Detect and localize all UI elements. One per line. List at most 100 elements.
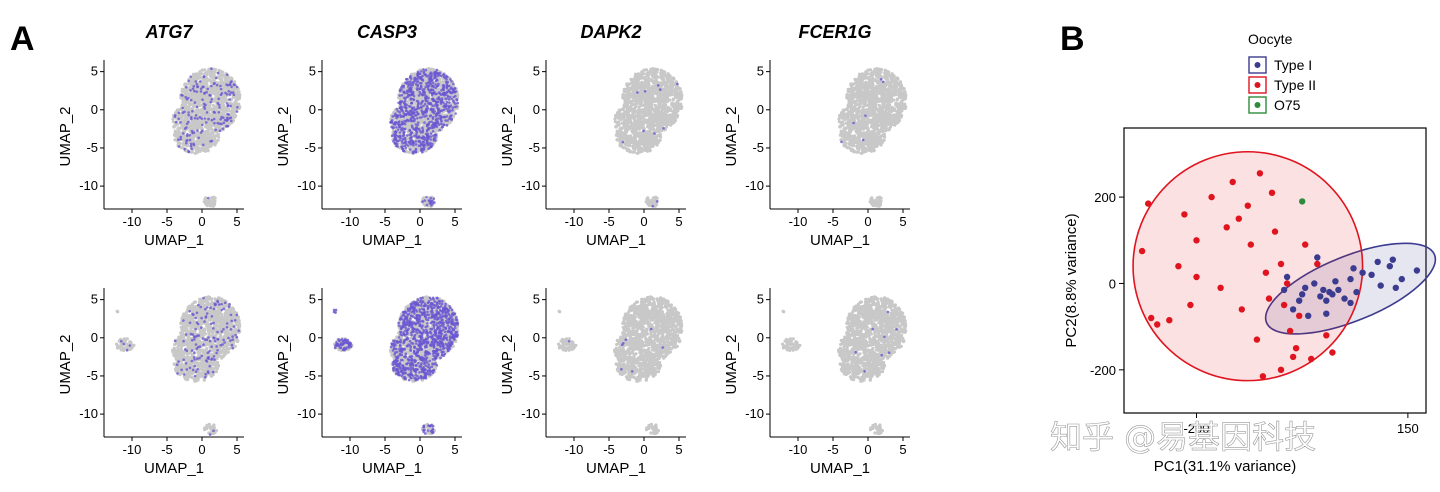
series-type-ii [1138,170,1336,380]
data-point [1193,273,1200,281]
data-point [1335,286,1342,294]
y-tick-label: -5 [752,368,764,383]
gene-title-atg7: ATG7 [145,22,194,42]
x-tick-label: -10 [565,442,584,457]
data-point [1286,327,1294,335]
y-tick-label: -10 [521,406,540,421]
x-tick-label: -10 [123,214,142,229]
umap-cells [613,67,684,208]
data-point [1217,284,1224,291]
data-point [1392,284,1400,291]
expressing-cells [854,310,898,373]
y-tick-label: 0 [91,330,98,345]
x-tick-label: 5 [233,442,240,457]
x-tick-label: 0 [416,442,423,457]
legend-entry: Type II [1274,77,1316,93]
legend-title: Oocyte [1248,31,1293,47]
x-axis-title: UMAP_1 [144,460,204,477]
umap-cells [781,295,908,436]
x-tick-label: -10 [565,214,584,229]
x-axis-title: UMAP_1 [586,232,646,249]
data-point [1299,291,1306,298]
y-tick-label: 0 [757,330,764,345]
y-axis-title: UMAP_2 [275,334,292,394]
pca-y-axis-title: PC2(8.8% variance) [1063,213,1080,347]
y-tick-label: 0 [91,102,98,117]
data-point [1280,301,1288,309]
x-tick-label: 5 [451,442,458,457]
data-point [1283,280,1291,287]
x-axis-title: UMAP_1 [362,460,422,477]
data-point [1289,306,1297,313]
x-tick-label: 0 [640,214,647,229]
series-type-i [1280,254,1421,319]
data-point [1353,288,1360,296]
data-point [1268,189,1276,196]
x-tick-label: 0 [198,442,205,457]
data-point [1175,263,1182,270]
x-tick-label: 0 [864,214,871,229]
y-tick-label: 5 [757,64,764,79]
data-point [1181,211,1188,218]
umap-feature-grid: ATG7 CASP3 DAPK2 FCER1G-10 -5 0 550-5-10UMAP_1… [57,22,910,477]
x-tick-label: 0 [640,442,647,457]
data-point [1262,269,1270,276]
y-tick-label: -5 [86,140,98,155]
y-axis-title: UMAP_2 [723,106,740,166]
expressing-cells [173,67,239,200]
x-tick-label: 5 [233,214,240,229]
confidence-ellipse-type-ii [1132,150,1364,382]
data-point [1413,267,1421,274]
y-tick-label: 5 [533,292,540,307]
y-tick-label: 0 [757,102,764,117]
gene-title-fcer1g: FCER1G [798,22,871,42]
data-point [1265,295,1273,302]
x-axis-title: UMAP_1 [144,232,204,249]
legend-entry: Type I [1274,57,1312,73]
data-point [1302,241,1309,248]
data-point [1289,353,1297,361]
data-point [1145,200,1152,207]
gene-title-casp3: CASP3 [357,22,417,42]
data-point [1311,280,1318,287]
data-point [1368,271,1375,278]
pca-y-tick-label: 0 [1109,276,1116,291]
data-point [1253,336,1261,343]
watermark: 知乎 @易基因科技 [1050,418,1316,456]
pca-x-tick-label: -200 [1183,421,1209,436]
legend-key-dot [1254,82,1261,88]
data-point [1138,247,1146,255]
y-tick-label: -10 [79,178,98,193]
data-point [1329,349,1336,356]
y-axis-title: UMAP_2 [723,334,740,394]
data-point [1374,258,1381,266]
pca-x-tick-label: 150 [1397,421,1419,436]
pca-y-tick-label: -200 [1090,363,1116,378]
x-tick-label: -10 [789,442,808,457]
legend-entry: O75 [1274,97,1301,113]
y-tick-label: 5 [91,64,98,79]
data-point [1283,273,1291,281]
pca-y-tick-label: 200 [1094,190,1116,205]
y-tick-label: -5 [304,368,316,383]
data-point [1323,310,1330,317]
expressing-cells [120,296,240,436]
y-tick-label: -10 [297,178,316,193]
data-point [1259,373,1267,380]
y-axis-title: UMAP_2 [499,106,516,166]
data-point [1320,286,1327,294]
y-tick-label: -10 [297,406,316,421]
series-o75 [1299,198,1306,205]
x-tick-label: -10 [341,214,360,229]
x-tick-label: -10 [789,214,808,229]
y-tick-label: 5 [91,292,98,307]
y-axis-title: UMAP_2 [275,106,292,166]
data-point [1223,224,1230,231]
umap-cells [837,67,908,208]
data-point [1347,275,1354,283]
data-point [1323,297,1330,304]
y-tick-label: 0 [309,330,316,345]
data-point [1238,306,1246,313]
